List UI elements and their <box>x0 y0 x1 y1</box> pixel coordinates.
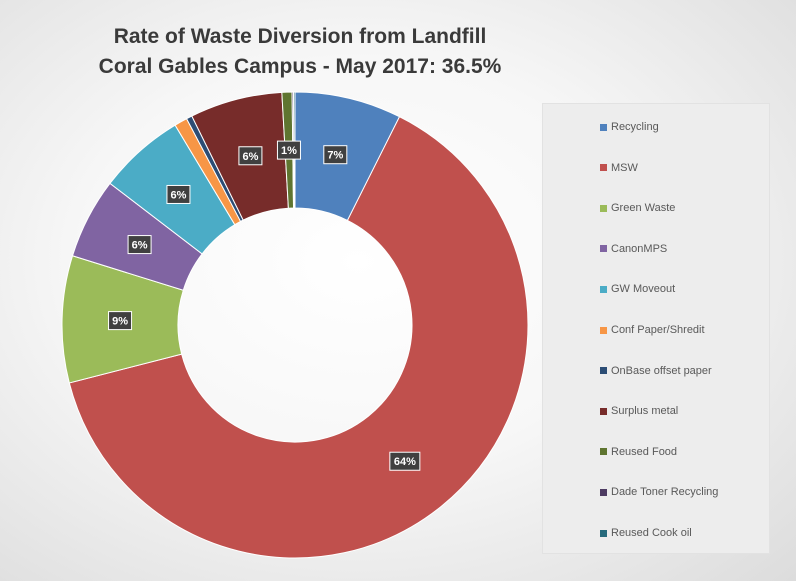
legend-swatch <box>600 285 607 293</box>
legend-label: Reused Food <box>611 445 678 458</box>
legend-swatch <box>600 407 607 415</box>
data-label-surplus-metal: 6% <box>238 146 263 166</box>
legend-item-recycling: Recycling <box>600 120 659 134</box>
legend-item-conf-paper-shredit: Conf Paper/Shredit <box>600 323 705 337</box>
legend-swatch <box>600 488 607 496</box>
legend-swatch <box>600 245 607 253</box>
legend-swatch <box>600 204 607 212</box>
legend-label: GW Moveout <box>611 283 676 296</box>
legend-swatch <box>600 164 607 172</box>
legend-swatch <box>600 123 607 131</box>
legend-label: OnBase offset paper <box>611 364 712 377</box>
data-label-reused-food: 1% <box>276 140 301 160</box>
legend-item-reused-food: Reused Food <box>600 445 677 459</box>
legend-label: Dade Toner Recycling <box>611 486 719 499</box>
svg-text:1%: 1% <box>281 145 297 157</box>
data-label-recycling: 7% <box>323 145 348 165</box>
legend-item-reused-cook-oil: Reused Cook oil <box>600 526 692 540</box>
chart-title: Rate of Waste Diversion from Landfill Co… <box>0 22 600 82</box>
legend-item-canonmps: CanonMPS <box>600 242 667 256</box>
svg-text:9%: 9% <box>112 316 128 328</box>
svg-text:7%: 7% <box>327 150 343 162</box>
data-label-gw-moveout: 6% <box>166 184 191 204</box>
legend-label: Reused Cook oil <box>611 527 692 539</box>
legend-label: Recycling <box>611 121 659 133</box>
svg-text:6%: 6% <box>242 151 258 163</box>
legend-item-green-waste: Green Waste <box>600 201 675 215</box>
legend-item-gw-moveout: GW Moveout <box>600 282 675 296</box>
legend-item-onbase-offset-paper: OnBase offset paper <box>600 364 712 378</box>
legend-label: Conf Paper/Shredit <box>611 324 705 336</box>
data-label-canonmps: 6% <box>127 235 152 255</box>
legend-label: Green Waste <box>611 202 676 215</box>
legend-swatch <box>600 448 607 456</box>
donut-slice-msw <box>68 116 529 559</box>
legend-swatch <box>600 529 607 537</box>
chart-title-line-1: Rate of Waste Diversion from Landfill <box>113 25 487 48</box>
legend-swatch <box>600 367 607 375</box>
svg-text:64%: 64% <box>394 456 416 468</box>
legend-label: CanonMPS <box>611 242 668 255</box>
legend-label: Surplus metal <box>611 405 679 418</box>
legend-item-msw: MSW <box>600 161 638 175</box>
legend-item-surplus-metal: Surplus metal <box>600 404 678 418</box>
data-label-msw: 64% <box>389 451 421 471</box>
svg-text:6%: 6% <box>170 189 186 201</box>
legend-label: MSW <box>611 161 638 174</box>
chart-legend: Recycling MSW Green Waste CanonMPS GW Moveou… <box>542 103 770 554</box>
legend-item-dade-toner-recycling: Dade Toner Recycling <box>600 485 718 499</box>
data-label-green-waste: 9% <box>108 311 133 331</box>
svg-text:6%: 6% <box>132 240 148 252</box>
legend-swatch <box>600 326 607 334</box>
chart-title-line-2: Coral Gables Campus - May 2017: 36.5% <box>98 55 502 78</box>
